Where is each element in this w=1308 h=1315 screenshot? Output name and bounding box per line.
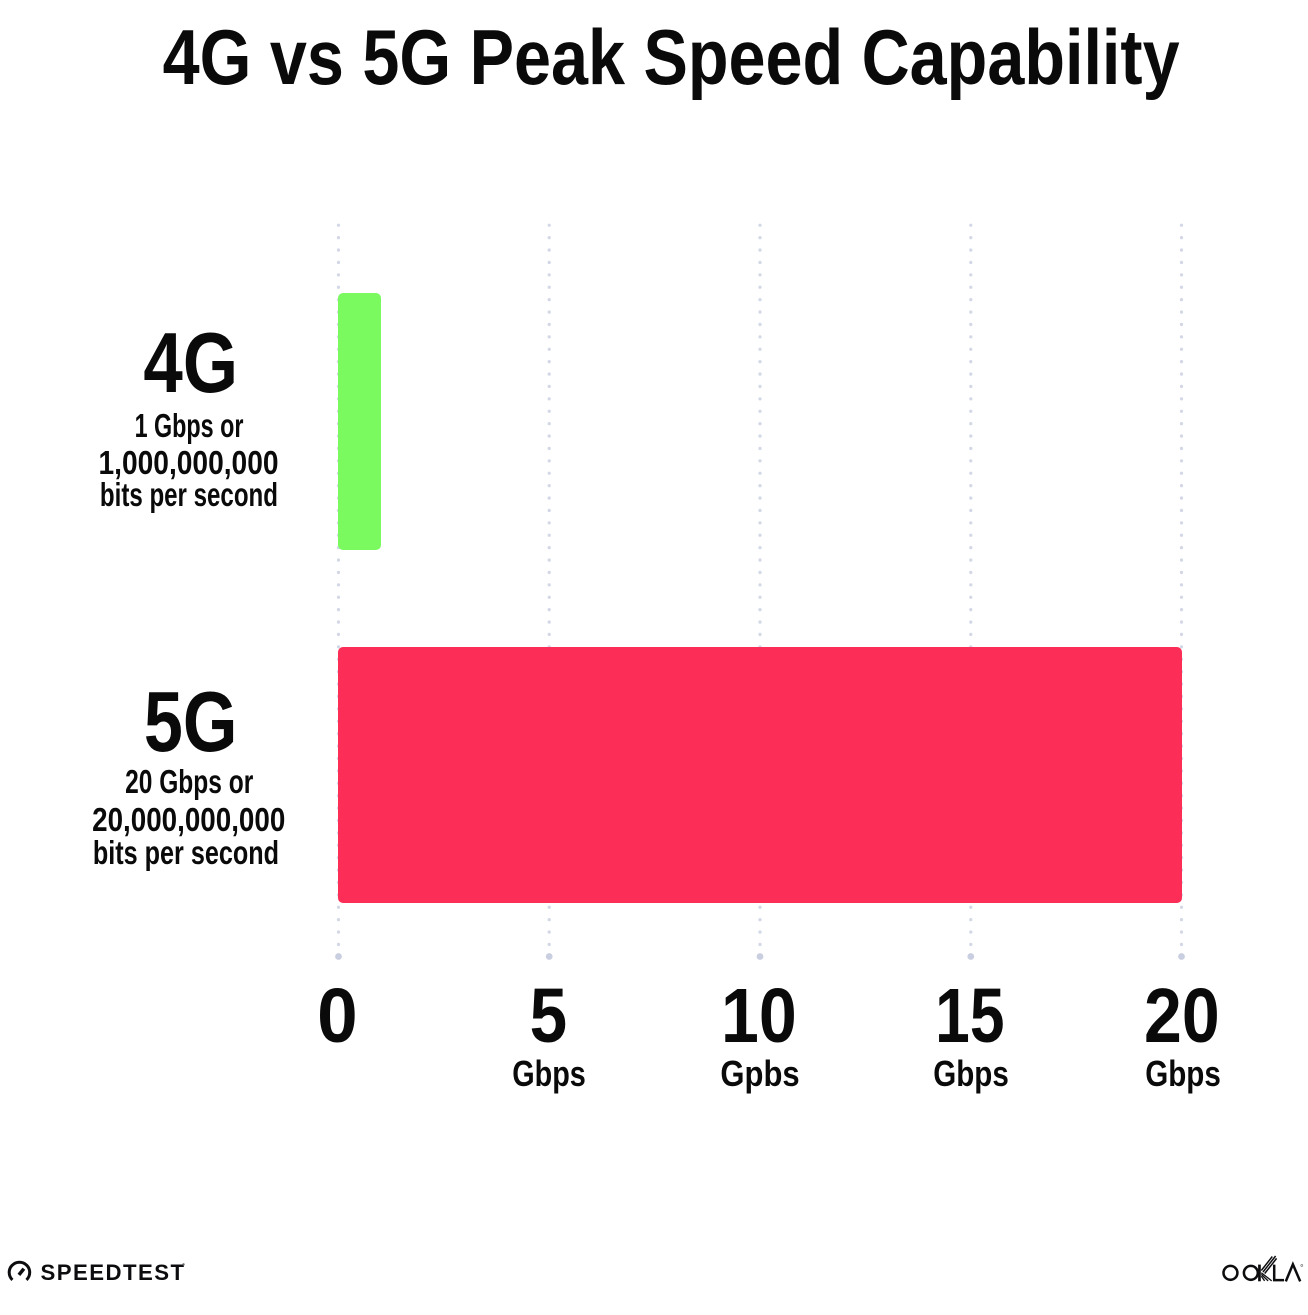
svg-text:SPEEDTEST: SPEEDTEST bbox=[41, 1260, 186, 1285]
